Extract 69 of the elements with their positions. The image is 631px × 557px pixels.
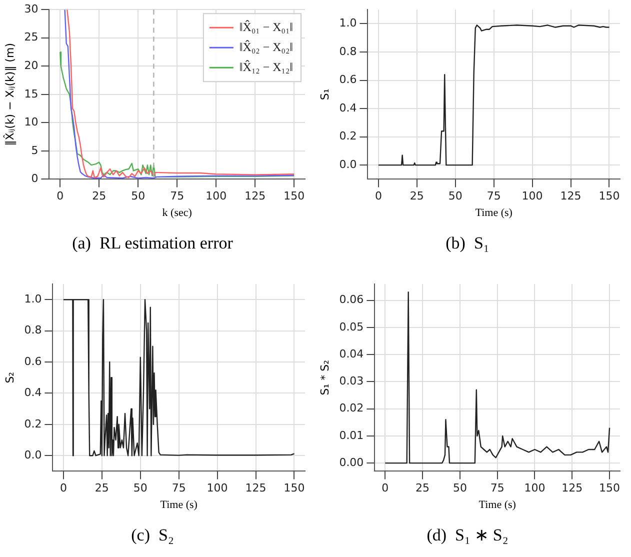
x-tick-label: 150 bbox=[284, 190, 305, 203]
y-tick-label: 0.6 bbox=[24, 354, 42, 368]
legend-label: ‖X̂₀₁ − X₀₁‖ bbox=[239, 19, 294, 34]
x-tick-label: 0 bbox=[60, 482, 67, 495]
x-tick-label: 150 bbox=[599, 482, 620, 495]
x-tick-label: 100 bbox=[524, 482, 546, 495]
y-tick-label: 0.2 bbox=[24, 417, 42, 430]
y-tick-label: 0.6 bbox=[339, 73, 357, 86]
y-tick-label: 0.8 bbox=[339, 44, 357, 58]
x-tick-label: 50 bbox=[131, 190, 146, 203]
y-tick-label: 0.2 bbox=[339, 130, 357, 143]
y-axis-title: S₁ bbox=[318, 88, 332, 100]
y-tick-label: 0.4 bbox=[24, 386, 42, 400]
x-tick-label: 75 bbox=[486, 190, 501, 203]
y-tick-label: 0 bbox=[31, 172, 38, 186]
y-tick-label: 0.04 bbox=[339, 347, 364, 360]
y-tick-label: 0.8 bbox=[24, 324, 42, 337]
y-tick-label: 30 bbox=[24, 2, 38, 16]
y-axis-title: ‖X̂ᵢⱼ(k) − Xᵢⱼ(k)‖ (m) bbox=[2, 43, 16, 146]
y-tick-label: 10 bbox=[24, 116, 38, 129]
x-tick-label: 100 bbox=[206, 190, 227, 203]
y-tick-label: 1.0 bbox=[339, 16, 357, 30]
text: (d) S₁ ∗ S₂ bbox=[426, 525, 508, 544]
y-tick-label: 1.0 bbox=[24, 292, 42, 306]
x-axis-title: Time (s) bbox=[478, 498, 516, 511]
y-tick-label: 5 bbox=[31, 144, 38, 157]
legend-label: ‖X̂₀₂ − X₀₂‖ bbox=[239, 39, 294, 54]
y-tick-label: 0.4 bbox=[339, 101, 357, 114]
x-axis-title: Time (s) bbox=[475, 206, 513, 219]
x-tick-label: 25 bbox=[416, 482, 430, 495]
y-tick-label: 0.00 bbox=[339, 456, 364, 469]
text: (b) S₁ bbox=[446, 233, 490, 252]
y-axis-title: S₂ bbox=[3, 372, 16, 384]
x-tick-label: 125 bbox=[562, 482, 583, 495]
x-axis-title: k (sec) bbox=[162, 206, 192, 219]
x-tick-label: 150 bbox=[598, 190, 620, 203]
y-tick-label: 0.01 bbox=[339, 428, 364, 442]
x-tick-label: 100 bbox=[522, 190, 543, 203]
text: (c) S₂ bbox=[131, 525, 174, 544]
y-tick-label: 0.0 bbox=[24, 448, 42, 462]
y-tick-label: 15 bbox=[24, 87, 38, 100]
y-tick-label: 0.0 bbox=[339, 158, 357, 171]
x-tick-label: 25 bbox=[92, 190, 106, 203]
x-tick-label: 50 bbox=[448, 190, 462, 203]
y-tick-label: 20 bbox=[24, 58, 38, 72]
x-tick-label: 25 bbox=[410, 190, 424, 203]
x-tick-label: 75 bbox=[490, 482, 504, 495]
x-tick-label: 75 bbox=[170, 190, 184, 203]
x-tick-label: 75 bbox=[172, 482, 186, 495]
x-tick-label: 150 bbox=[284, 482, 305, 495]
y-tick-label: 25 bbox=[24, 30, 38, 44]
x-tick-label: 50 bbox=[133, 482, 148, 495]
x-tick-label: 125 bbox=[244, 190, 266, 203]
x-axis-title: Time (s) bbox=[160, 498, 198, 511]
x-tick-label: 125 bbox=[245, 482, 266, 495]
legend-label: ‖X̂₁₂ − X₁₂‖ bbox=[239, 59, 294, 74]
y-tick-label: 0.02 bbox=[339, 402, 364, 415]
x-tick-label: 0 bbox=[382, 482, 389, 495]
text: (a) RL estimation error bbox=[72, 233, 234, 252]
y-tick-label: 0.03 bbox=[339, 374, 364, 388]
x-tick-label: 100 bbox=[206, 482, 228, 495]
y-tick-label: 0.05 bbox=[339, 320, 364, 334]
x-tick-label: 50 bbox=[452, 482, 467, 495]
x-tick-label: 0 bbox=[374, 190, 382, 203]
y-tick-label: 0.06 bbox=[339, 293, 364, 306]
y-axis-title: S₁ * S₂ bbox=[318, 360, 332, 396]
x-tick-label: 0 bbox=[56, 190, 64, 203]
x-tick-label: 125 bbox=[560, 190, 582, 203]
x-tick-label: 25 bbox=[94, 482, 109, 495]
